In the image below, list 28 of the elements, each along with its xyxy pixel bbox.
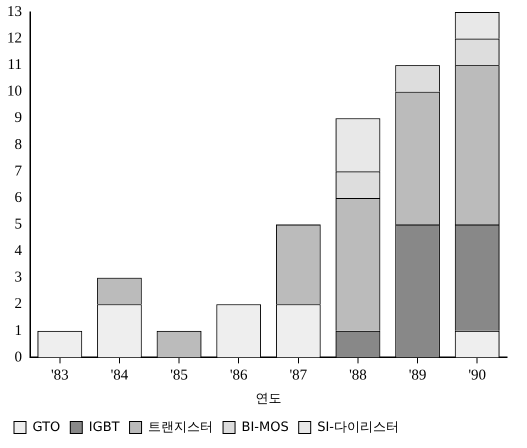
y-tick-label: 7: [14, 163, 22, 180]
x-tick-label: '90: [468, 367, 486, 384]
x-tick-label: '87: [289, 367, 308, 384]
x-tick-label: '89: [408, 367, 426, 384]
y-tick-label: 9: [14, 110, 22, 126]
y-tick-label: 1: [14, 322, 22, 339]
legend-label: IGBT: [88, 420, 120, 435]
y-tick-label: 13: [7, 4, 22, 20]
y-tick-label: 10: [7, 84, 22, 100]
y-tick-label: 6: [14, 190, 22, 206]
x-tick-label: '86: [230, 367, 248, 384]
x-tick-label: '84: [110, 367, 129, 384]
legend-label: SI-다이리스터: [317, 420, 399, 435]
x-tick-label: '88: [349, 367, 367, 384]
y-tick-label: 11: [8, 57, 22, 74]
x-tick-label: '85: [170, 367, 188, 384]
y-tick-label: 8: [14, 136, 22, 153]
y-tick-label: 3: [14, 270, 22, 286]
legend-label: 트랜지스터: [148, 420, 214, 435]
legend-label: BI-MOS: [242, 420, 289, 435]
y-tick-label: 0: [14, 349, 22, 366]
y-tick-label: 12: [7, 30, 22, 47]
y-tick-label: 4: [14, 243, 22, 260]
legend-label: GTO: [32, 420, 60, 435]
y-tick-label: 2: [14, 296, 22, 312]
x-axis-title: 연도: [256, 392, 282, 407]
x-tick-label: '83: [50, 367, 69, 384]
y-tick-label: 5: [14, 216, 22, 232]
